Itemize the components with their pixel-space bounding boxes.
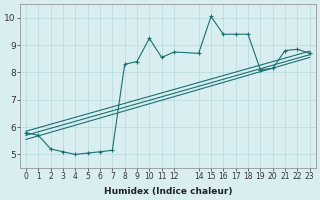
- X-axis label: Humidex (Indice chaleur): Humidex (Indice chaleur): [104, 187, 232, 196]
